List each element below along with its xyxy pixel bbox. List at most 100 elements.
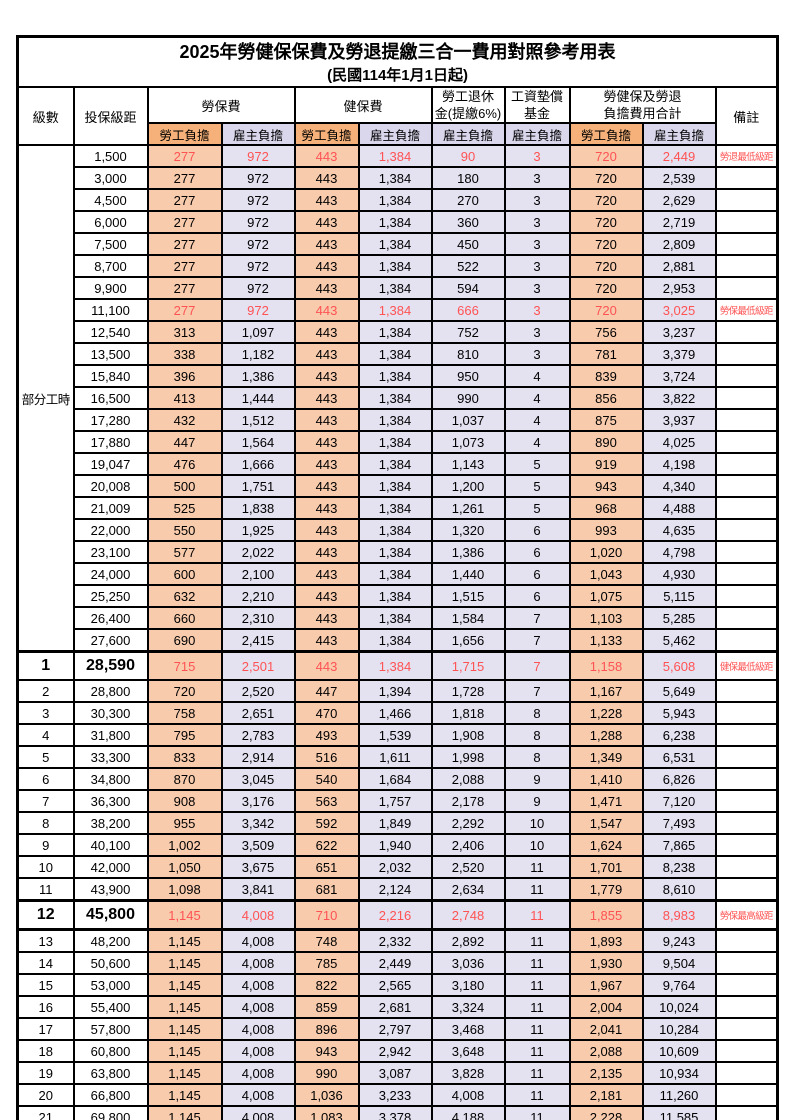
table-row: 20,008 500 1,751 443 1,384 1,200 5 943 4,340 xyxy=(18,474,779,498)
cell-li_emp: 833 xyxy=(146,745,223,769)
cell-tot_emp: 2,088 xyxy=(568,1039,644,1063)
cell-li_emp: 432 xyxy=(146,408,223,432)
cell-li_emp: 632 xyxy=(146,584,223,608)
cell-pension: 3,036 xyxy=(430,951,506,975)
cell-tot_emp: 1,043 xyxy=(568,562,644,586)
cell-li_emp: 577 xyxy=(146,540,223,564)
cell-tot_emp: 2,004 xyxy=(568,995,644,1019)
cell-salary: 11,100 xyxy=(72,298,149,322)
cell-li_emp: 447 xyxy=(146,430,223,454)
table-row: 18 60,800 1,145 4,008 943 2,942 3,648 11 2,088 10… xyxy=(16,1039,779,1063)
cell-li_er: 2,520 xyxy=(220,679,296,703)
table-row: 10 42,000 1,050 3,675 651 2,032 2,520 11 1,701 8,… xyxy=(16,855,779,879)
cell-tot_emp: 1,410 xyxy=(568,767,644,791)
cell-fund: 7 xyxy=(503,679,571,703)
table-row: 7,500 277 972 443 1,384 450 3 720 2,809 xyxy=(18,232,779,256)
cell-li_er: 972 xyxy=(220,276,296,300)
cell-note xyxy=(714,701,779,725)
cell-tot_er: 2,953 xyxy=(641,276,717,300)
cell-li_er: 1,512 xyxy=(220,408,296,432)
cell-tot_emp: 1,020 xyxy=(568,540,644,564)
cell-tot_emp: 1,167 xyxy=(568,679,644,703)
table-row: 8,700 277 972 443 1,384 522 3 720 2,881 xyxy=(18,254,779,278)
cell-hi_emp: 443 xyxy=(293,386,360,410)
cell-tot_er: 4,025 xyxy=(641,430,717,454)
cell-li_emp: 690 xyxy=(146,628,223,653)
header-wage-fund: 工資墊償 基金 xyxy=(503,86,571,124)
cell-li_emp: 1,145 xyxy=(146,973,223,997)
cell-tot_er: 8,238 xyxy=(641,855,717,879)
cell-li_er: 2,651 xyxy=(220,701,296,725)
page-subtitle: (民國114年1月1日起) xyxy=(327,66,468,84)
cell-hi_emp: 443 xyxy=(293,188,360,212)
cell-note xyxy=(714,342,779,366)
cell-note xyxy=(714,995,779,1019)
cell-li_er: 2,310 xyxy=(220,606,296,630)
cell-salary: 66,800 xyxy=(72,1083,149,1107)
cell-hi_emp: 443 xyxy=(293,650,360,681)
table-row: 6 34,800 870 3,045 540 1,684 2,088 9 1,410 6,826 xyxy=(16,767,779,791)
cell-hi_er: 1,384 xyxy=(357,474,433,498)
cell-salary: 19,047 xyxy=(72,452,149,476)
cell-note xyxy=(714,430,779,454)
cell-pension: 3,324 xyxy=(430,995,506,1019)
cell-pension: 270 xyxy=(430,188,506,212)
cell-hi_er: 1,384 xyxy=(357,606,433,630)
subheader-total-employer: 雇主負擔 xyxy=(641,122,717,146)
cell-tot_emp: 1,075 xyxy=(568,584,644,608)
cell-pension: 2,178 xyxy=(430,789,506,813)
cell-tot_er: 5,649 xyxy=(641,679,717,703)
cell-tot_er: 10,284 xyxy=(641,1017,717,1041)
cell-li_emp: 476 xyxy=(146,452,223,476)
cell-li_er: 972 xyxy=(220,232,296,256)
cell-pension: 522 xyxy=(430,254,506,278)
cell-li_emp: 1,145 xyxy=(146,1105,223,1120)
cell-tot_er: 2,539 xyxy=(641,166,717,190)
table-row: 12,540 313 1,097 443 1,384 752 3 756 3,237 xyxy=(18,320,779,344)
cell-pension: 450 xyxy=(430,232,506,256)
cell-hi_emp: 493 xyxy=(293,723,360,747)
cell-tot_er: 10,024 xyxy=(641,995,717,1019)
cell-tot_emp: 875 xyxy=(568,408,644,432)
cell-tot_er: 3,937 xyxy=(641,408,717,432)
cell-note: 健保最低級距 xyxy=(714,650,779,681)
cell-hi_emp: 443 xyxy=(293,452,360,476)
table-row: 3,000 277 972 443 1,384 180 3 720 2,539 xyxy=(18,166,779,190)
cell-li_er: 4,008 xyxy=(220,973,296,997)
cell-note: 勞保最高級距 xyxy=(714,899,779,931)
cell-tot_er: 5,462 xyxy=(641,628,717,653)
cell-hi_er: 2,797 xyxy=(357,1017,433,1041)
cell-fund: 4 xyxy=(503,364,571,388)
cell-salary: 30,300 xyxy=(72,701,149,725)
cell-tot_er: 3,822 xyxy=(641,386,717,410)
cell-li_er: 2,415 xyxy=(220,628,296,653)
cell-hi_emp: 622 xyxy=(293,833,360,857)
cell-tot_emp: 1,967 xyxy=(568,973,644,997)
cell-note xyxy=(714,474,779,498)
cell-li_emp: 1,145 xyxy=(146,995,223,1019)
cell-hi_er: 1,384 xyxy=(357,364,433,388)
cell-li_er: 4,008 xyxy=(220,928,296,953)
cell-tot_emp: 1,158 xyxy=(568,650,644,681)
cell-li_emp: 720 xyxy=(146,679,223,703)
cell-note xyxy=(714,166,779,190)
cell-tot_emp: 1,855 xyxy=(568,899,644,931)
cell-fund: 11 xyxy=(503,1061,571,1085)
header-total: 勞健保及勞退 負擔費用合計 xyxy=(568,86,717,124)
cell-pension: 1,584 xyxy=(430,606,506,630)
cell-level: 20 xyxy=(16,1083,75,1107)
cell-tot_emp: 2,135 xyxy=(568,1061,644,1085)
cell-fund: 11 xyxy=(503,1083,571,1107)
table-row: 15 53,000 1,145 4,008 822 2,565 3,180 11 1,967 9,… xyxy=(16,973,779,997)
subheader-total-employee: 勞工負擔 xyxy=(568,122,644,146)
cell-li_emp: 277 xyxy=(146,210,223,234)
cell-li_er: 2,783 xyxy=(220,723,296,747)
table-row: 12 45,800 1,145 4,008 710 2,216 2,748 11 1,855 8,… xyxy=(16,899,779,931)
cell-hi_er: 1,384 xyxy=(357,452,433,476)
cell-note xyxy=(714,951,779,975)
cell-tot_er: 6,238 xyxy=(641,723,717,747)
cell-level: 16 xyxy=(16,995,75,1019)
cell-hi_er: 1,384 xyxy=(357,144,433,168)
table-row: 14 50,600 1,145 4,008 785 2,449 3,036 11 1,930 9,… xyxy=(16,951,779,975)
cell-li_emp: 758 xyxy=(146,701,223,725)
